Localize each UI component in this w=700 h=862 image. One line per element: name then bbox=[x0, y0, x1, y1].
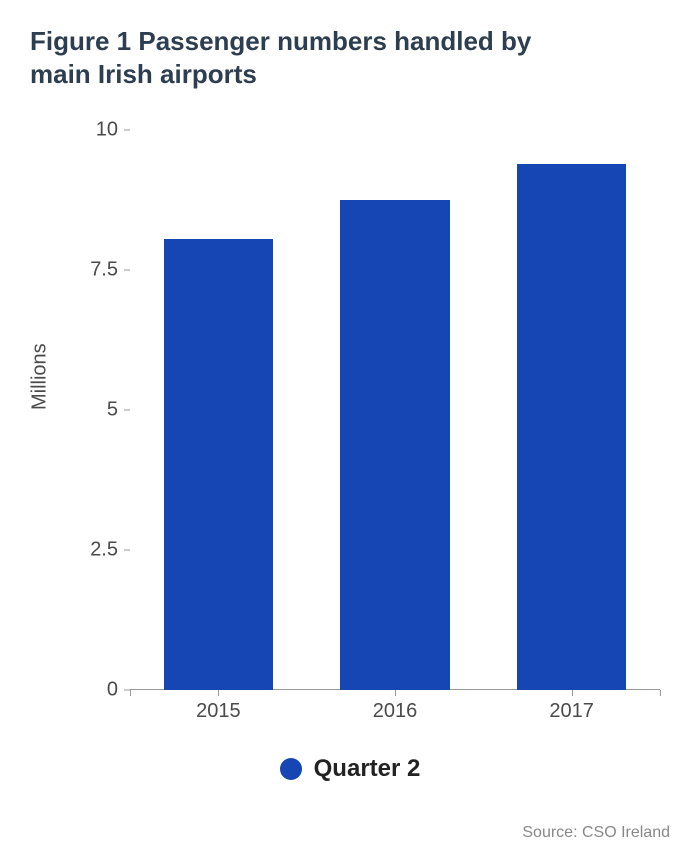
x-tick bbox=[130, 690, 131, 696]
x-tick-label: 2016 bbox=[373, 700, 418, 723]
y-tick bbox=[124, 410, 130, 411]
x-tick bbox=[572, 690, 573, 696]
bar bbox=[164, 239, 274, 690]
y-tick-label: 7.5 bbox=[90, 259, 118, 282]
source-text: Source: CSO Ireland bbox=[522, 824, 670, 842]
y-tick-label: 10 bbox=[96, 119, 118, 142]
x-tick bbox=[395, 690, 396, 696]
y-tick-label: 5 bbox=[107, 399, 118, 422]
legend: Quarter 2 bbox=[0, 755, 700, 785]
figure-container: Figure 1 Passenger numbers handled by ma… bbox=[0, 0, 700, 862]
y-tick bbox=[124, 270, 130, 271]
y-tick-label: 2.5 bbox=[90, 539, 118, 562]
y-axis-label: Millions bbox=[29, 343, 52, 410]
y-tick bbox=[124, 550, 130, 551]
legend-marker-icon bbox=[280, 758, 302, 780]
bar bbox=[517, 164, 627, 690]
x-tick bbox=[218, 690, 219, 696]
legend-label: Quarter 2 bbox=[314, 755, 421, 783]
y-tick bbox=[124, 130, 130, 131]
x-tick-label: 2015 bbox=[196, 700, 241, 723]
chart-title: Figure 1 Passenger numbers handled by ma… bbox=[30, 25, 590, 90]
x-tick bbox=[660, 690, 661, 696]
bar bbox=[340, 200, 450, 690]
plot-area: 02.557.510201520162017 bbox=[130, 130, 660, 690]
y-tick-label: 0 bbox=[107, 679, 118, 702]
x-tick-label: 2017 bbox=[549, 700, 594, 723]
